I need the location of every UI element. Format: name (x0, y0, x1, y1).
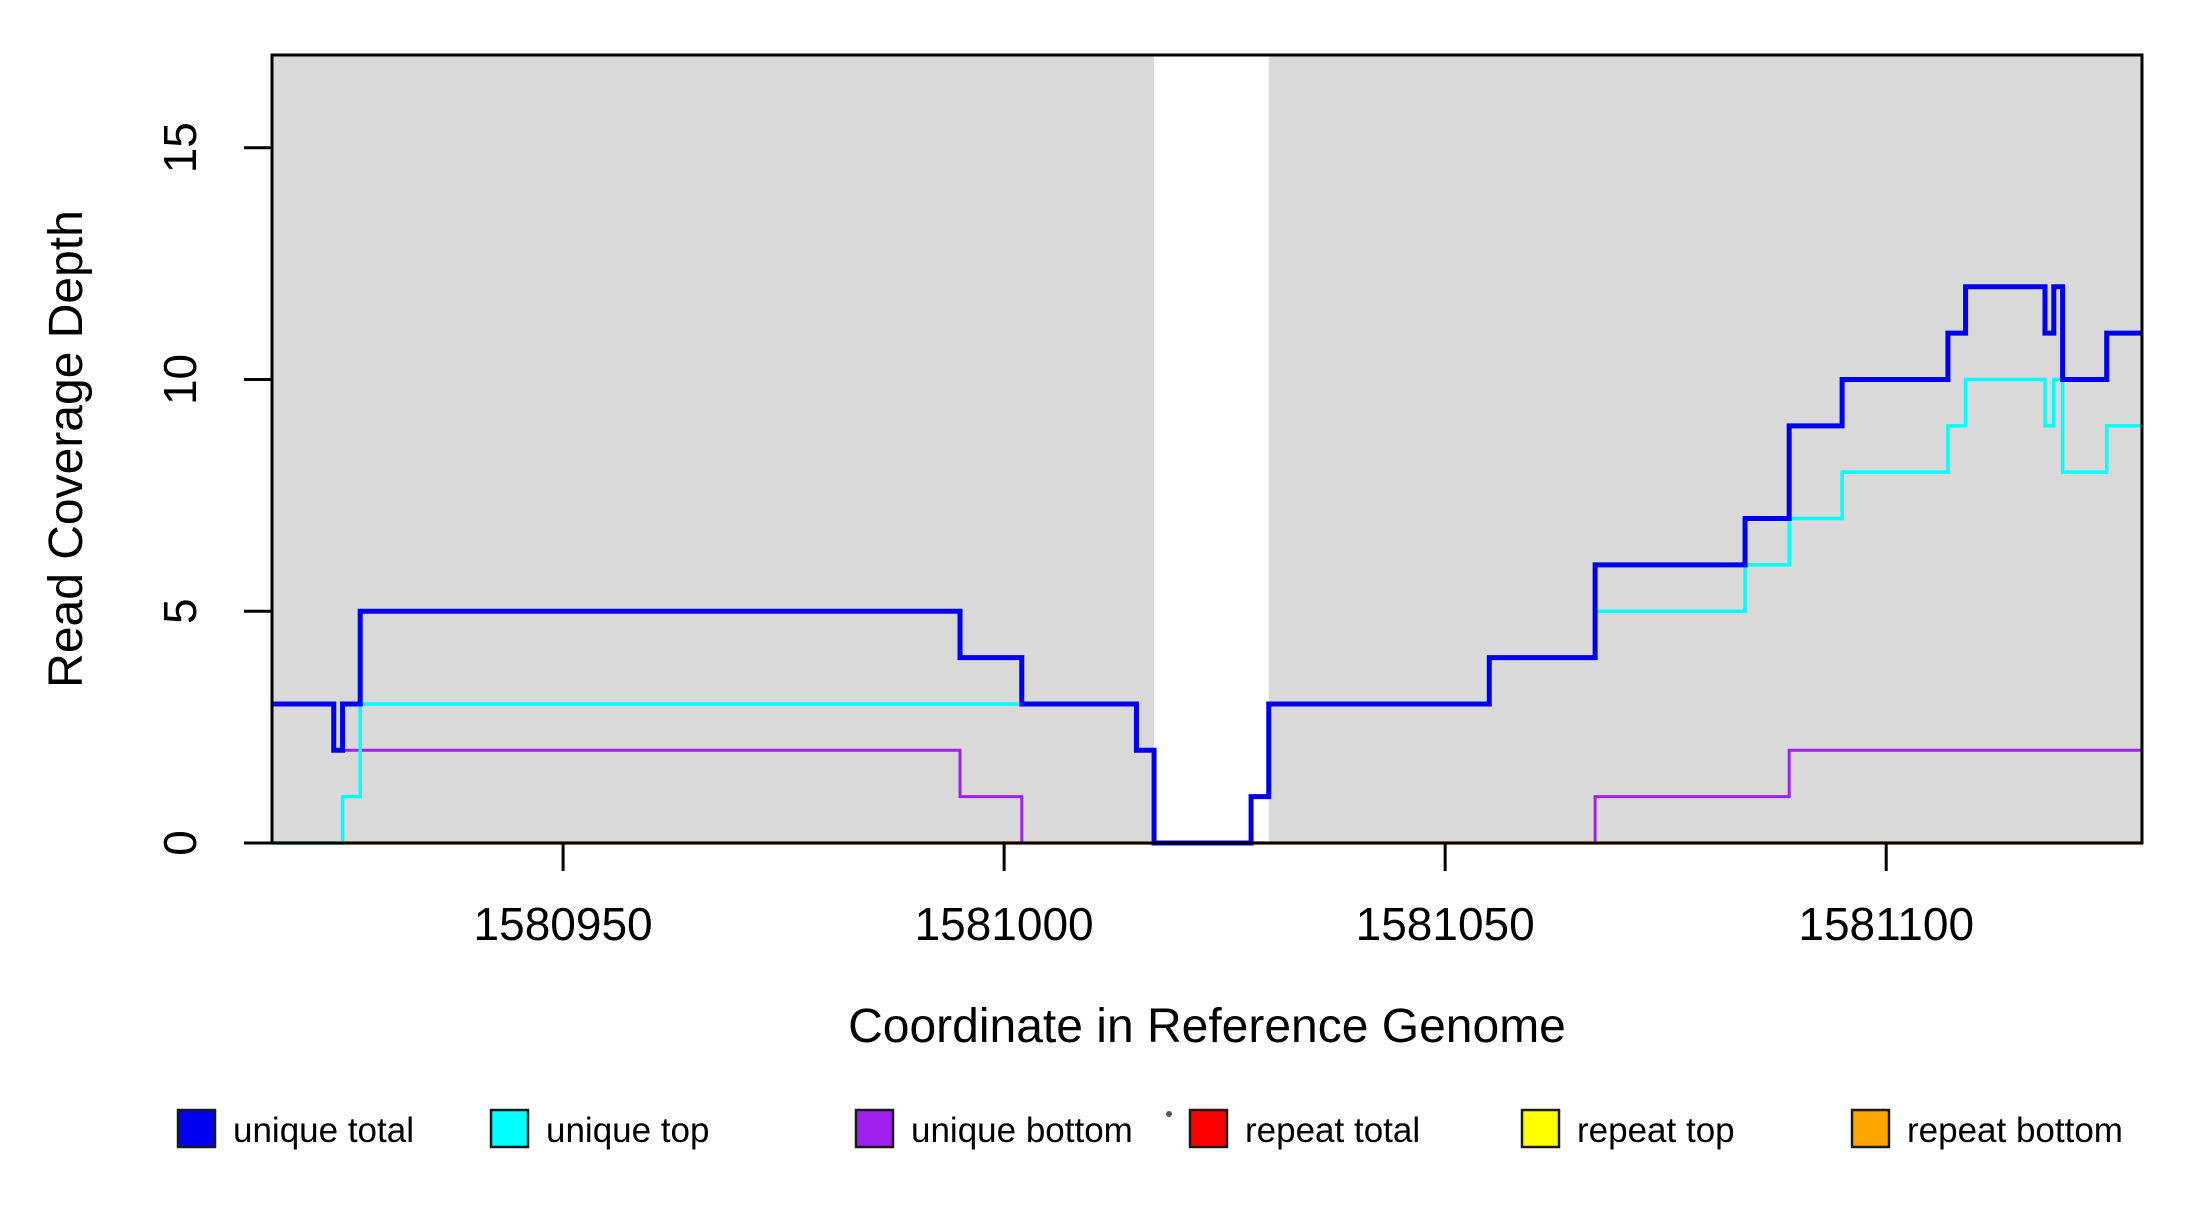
y-tick-label: 0 (154, 830, 206, 856)
panel-background (272, 55, 2142, 843)
axis-ticks: 1580950 1581000 1581050 1581100 0 5 10 15 (154, 122, 1974, 950)
legend-swatch-repeat-top (1520, 1108, 1561, 1149)
legend-swatch-repeat-total (1188, 1108, 1229, 1149)
shaded-region (272, 55, 1155, 843)
plot-border-box (270, 53, 2144, 845)
legend-item: repeat top (1520, 1108, 1735, 1150)
legend: unique total unique top unique bottom repea… (176, 1108, 2123, 1150)
legend-swatch-unique-bottom (854, 1108, 895, 1149)
legend-label: repeat bottom (1907, 1111, 2123, 1150)
legend-swatch-repeat-bottom (1850, 1108, 1891, 1149)
legend-swatch-unique-top (489, 1108, 530, 1149)
x-axis-label: Coordinate in Reference Genome (848, 1000, 1566, 1053)
legend-item: unique total (176, 1108, 414, 1150)
series-line-unique-total (272, 284, 2142, 846)
legend-label: unique bottom (911, 1111, 1133, 1150)
y-tick-label: 10 (154, 354, 206, 405)
x-tick-label: 1581050 (1356, 898, 1535, 950)
x-tick-label: 1581100 (1798, 898, 1974, 950)
legend-item: repeat total (1188, 1108, 1420, 1150)
legend-label: unique total (233, 1111, 414, 1150)
x-tick-label: 1581000 (915, 898, 1094, 950)
legend-item: unique bottom (854, 1108, 1133, 1150)
legend-label: unique top (546, 1111, 709, 1150)
y-tick-label: 15 (154, 122, 206, 173)
legend-item: repeat bottom (1850, 1108, 2123, 1150)
legend-label: repeat total (1245, 1111, 1420, 1150)
legend-label: repeat top (1577, 1111, 1735, 1150)
shaded-region (1268, 55, 2142, 843)
legend-item: unique top (489, 1108, 709, 1150)
legend-swatch-unique-total (176, 1108, 217, 1149)
x-tick-label: 1580950 (474, 898, 653, 950)
y-axis-label: Read Coverage Depth (40, 210, 93, 688)
y-tick-label: 5 (154, 598, 206, 624)
stray-dot (1166, 1111, 1172, 1117)
